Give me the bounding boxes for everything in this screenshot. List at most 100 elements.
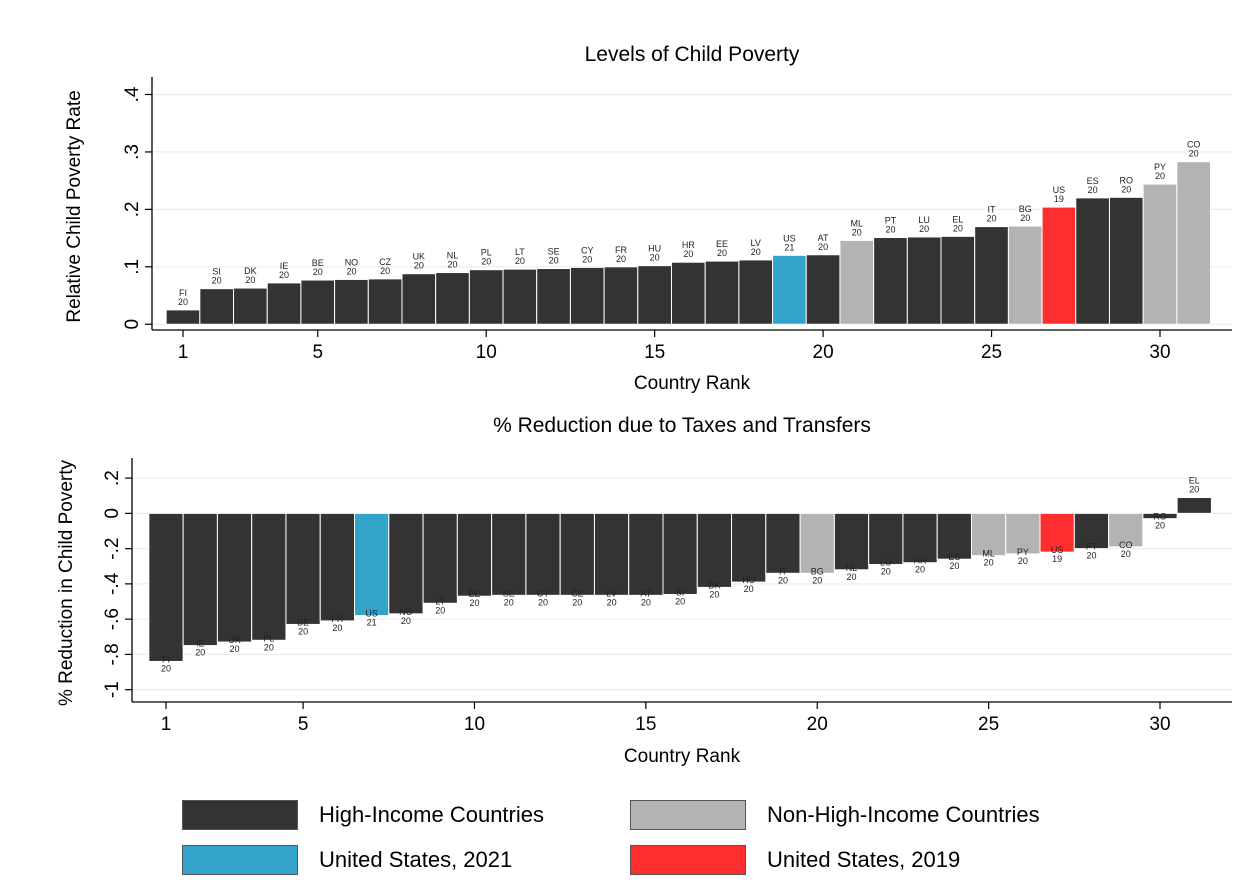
panel1-bar-label-code: IT <box>988 205 997 215</box>
panel2-y-tick-label: 0 <box>102 508 123 519</box>
panel1-bar-label-year: 20 <box>919 224 929 234</box>
panel1-bar <box>1176 161 1212 325</box>
panel1-bar <box>334 278 369 325</box>
panel2-bar-label-code: BG <box>811 566 824 576</box>
panel1-bar <box>940 235 976 325</box>
panel2-bar <box>216 512 253 643</box>
panel2-bar-label-year: 20 <box>984 558 994 568</box>
panel2-y-tick-label: .2 <box>102 470 123 486</box>
panel2-bar-label-code: HU <box>742 575 755 585</box>
panel1-bar <box>839 239 875 325</box>
panel1-bar-label-year: 20 <box>582 254 592 264</box>
panel2-bar <box>628 512 664 596</box>
panel2-bar-label-code: NL <box>846 563 858 573</box>
panel2-bar-label-year: 20 <box>881 566 891 576</box>
panel1-bar-label-code: CO <box>1187 140 1201 150</box>
panel1-bar <box>738 259 774 325</box>
panel2-bar-label-code: UK <box>228 635 241 645</box>
panel1-bar <box>165 309 201 325</box>
panel2-y-tick-label: -.6 <box>102 608 123 630</box>
panel1-y-tick-label: .4 <box>122 86 143 102</box>
panel1-x-tick-label: 15 <box>644 342 665 363</box>
panel2-bar-label-code: RO <box>1153 512 1167 522</box>
panel2-bar-label-code: AT <box>640 588 651 598</box>
panel2-bar <box>833 512 870 571</box>
panel1-bar <box>536 268 571 325</box>
panel2-x-tick-label: 5 <box>298 714 309 735</box>
panel2-bar-label-year: 20 <box>504 597 514 607</box>
panel2-bar-label-year: 20 <box>641 597 651 607</box>
panel1-bar-label-code: FI <box>179 288 187 298</box>
panel1-bar-label-code: LT <box>515 247 525 257</box>
panel2-bar <box>491 512 527 596</box>
panel2-bar-label-code: NO <box>399 607 413 617</box>
panel1-bar <box>704 260 740 325</box>
panel1-x-tick-label: 30 <box>1149 342 1170 363</box>
panel1-bar-label-code: SI <box>212 267 221 277</box>
panel2-y-axis-label: % Reduction in Child Poverty <box>56 459 77 706</box>
panel2-bar-label-code: IE <box>196 639 205 649</box>
panel2-bar-label-year: 21 <box>367 618 377 628</box>
panel2-bar-label-code: US <box>1051 545 1064 555</box>
panel1-bar-label-year: 20 <box>245 275 255 285</box>
panel1-bar-label-code: EL <box>952 214 963 224</box>
panel2-bar-label-code: CZ <box>571 588 583 598</box>
panel2-bar-label-year: 20 <box>1018 556 1028 566</box>
panel2-bar-label-code: ES <box>948 552 960 562</box>
panel2-bar <box>1108 512 1144 548</box>
panel2-bar-label-code: IT <box>779 566 788 576</box>
panel1-y-tick-label: 0 <box>122 319 143 330</box>
panel1-bar-label-code: BG <box>1019 204 1032 214</box>
panel1-bar <box>873 237 908 325</box>
panel1-bar-label-year: 20 <box>178 297 188 307</box>
panel2-x-tick-label: 30 <box>1149 714 1170 735</box>
panel2-x-tick-label: 20 <box>807 714 828 735</box>
panel1-bar-label-year: 20 <box>818 242 828 252</box>
panel1-bar-label-code: NL <box>447 251 459 261</box>
panel2-x-tick-label: 10 <box>464 714 485 735</box>
panel1-bar-label-code: HR <box>682 240 695 250</box>
panel1-bar-label-code: DK <box>244 266 257 276</box>
panel2-bar-label-year: 20 <box>778 575 788 585</box>
panel1-x-tick-label: 25 <box>981 342 1002 363</box>
panel2-bar-label-year: 20 <box>469 598 479 608</box>
panel2-bar-label-year: 20 <box>161 663 171 673</box>
panel1-bar <box>1075 197 1110 325</box>
panel2-bar-label-year: 20 <box>572 597 582 607</box>
panel2-bar <box>354 512 390 617</box>
panel2-bar <box>1073 512 1110 550</box>
panel1-bar-label-code: FR <box>615 245 627 255</box>
panel2-bar-label-year: 20 <box>401 616 411 626</box>
panel2-bar <box>731 512 767 583</box>
panel2-bar <box>319 512 356 622</box>
panel2-bar-label-code: BE <box>297 617 309 627</box>
panel1-bar-label-year: 20 <box>953 223 963 233</box>
panel1-bar-label-year: 20 <box>1121 184 1131 194</box>
panel1-y-tick-label: .3 <box>122 144 143 160</box>
panel2-bar-label-code: LU <box>880 557 892 567</box>
panel2-bar <box>251 512 287 641</box>
panel1-title: Levels of Child Poverty <box>585 43 800 66</box>
panel2-bar-label-code: FI <box>162 654 170 664</box>
panel1-bar-label-year: 20 <box>616 254 626 264</box>
panel1-bar-label-year: 20 <box>1088 185 1098 195</box>
panel2-bar-label-code: PL <box>263 633 274 643</box>
panel2-bar-label-code: HR <box>914 556 927 566</box>
panel2-bar-label-year: 20 <box>607 597 617 607</box>
panel2-bar <box>285 512 321 625</box>
panel1-bar-label-year: 20 <box>380 266 390 276</box>
panel1-bar-label-year: 20 <box>448 260 458 270</box>
panel2-bar <box>525 512 561 596</box>
panel1-bar-label-year: 20 <box>481 257 491 267</box>
panel1-x-tick-label: 1 <box>178 342 189 363</box>
panel2-bar <box>559 512 595 596</box>
panel1-bar-label-year: 20 <box>515 256 525 266</box>
panel1-bar-label-year: 21 <box>784 242 794 252</box>
panel2-y-tick-label: -.4 <box>102 572 123 595</box>
panel1-bar-label-code: US <box>1053 185 1066 195</box>
panel2-bar <box>456 512 493 597</box>
panel2-bar <box>902 512 938 564</box>
panel1-bar-label-code: SE <box>548 247 560 257</box>
panel1-bar-label-year: 20 <box>549 256 559 266</box>
